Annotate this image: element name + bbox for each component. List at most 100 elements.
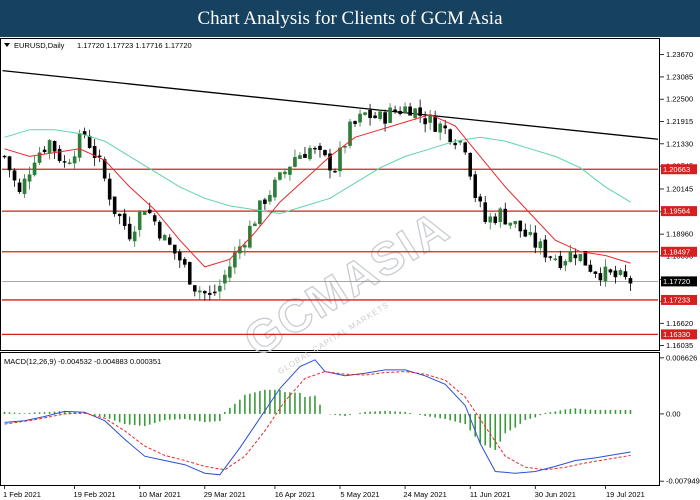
candle-body bbox=[353, 121, 357, 124]
candle-body bbox=[97, 155, 102, 157]
candle-body bbox=[228, 266, 232, 278]
ma-slow-line bbox=[4, 129, 631, 215]
candle-body bbox=[513, 220, 518, 225]
macd-axis-tick: -0.007949 bbox=[666, 477, 700, 486]
x-axis-tick: 5 May 2021 bbox=[340, 490, 379, 499]
candle-body bbox=[17, 182, 22, 192]
candle-body bbox=[533, 232, 538, 248]
candle-body bbox=[518, 220, 523, 232]
candle-body bbox=[198, 290, 202, 293]
candle-body bbox=[628, 278, 633, 284]
candle-body bbox=[57, 148, 62, 162]
candle-body bbox=[117, 213, 122, 217]
candle-body bbox=[52, 140, 57, 152]
macd-axis-tick: 0.006626 bbox=[666, 353, 697, 362]
level-price-label: 1.17233 bbox=[663, 296, 690, 305]
candle-body bbox=[223, 274, 227, 284]
candle-body bbox=[218, 285, 222, 292]
candle-body bbox=[528, 232, 533, 235]
candle-body bbox=[258, 200, 262, 224]
candle-body bbox=[208, 292, 212, 295]
candle-body bbox=[72, 156, 77, 164]
candle-body bbox=[37, 152, 42, 163]
candle-body bbox=[408, 106, 412, 116]
chart-banner-title: Chart Analysis for Clients of GCM Asia bbox=[0, 0, 700, 37]
level-price-tag bbox=[661, 294, 697, 305]
macd-axis-tick: 0.00 bbox=[666, 409, 681, 418]
candle-body bbox=[343, 146, 347, 148]
candle-body bbox=[358, 113, 362, 123]
candle-body bbox=[293, 156, 297, 167]
candle-body bbox=[102, 159, 107, 179]
macd-signal-line bbox=[4, 371, 631, 471]
candle-body bbox=[478, 196, 483, 202]
price-layer bbox=[2, 69, 659, 336]
current-price-tag bbox=[661, 276, 697, 287]
candle-body bbox=[443, 125, 447, 129]
candle-body bbox=[177, 251, 182, 261]
x-axis-tick: 30 Jun 2021 bbox=[535, 490, 576, 499]
candle-body bbox=[147, 209, 152, 214]
chart-canvas: GCMASIA GLOBAL CAPITAL MARKETS 1.236701.… bbox=[0, 38, 700, 499]
candle-body bbox=[618, 270, 623, 275]
candle-body bbox=[47, 140, 52, 154]
candle-body bbox=[243, 245, 247, 248]
candle-body bbox=[413, 108, 417, 118]
candle-body bbox=[448, 129, 452, 143]
level-price-label: 1.19564 bbox=[663, 207, 690, 216]
candle-body bbox=[27, 174, 32, 182]
candle-body bbox=[167, 237, 172, 245]
candle-body bbox=[152, 215, 157, 222]
macd-label: MACD(12,26,9) -0.004532 -0.004883 0.0003… bbox=[4, 357, 161, 366]
x-axis-tick: 19 Feb 2021 bbox=[74, 490, 116, 499]
level-price-label: 1.16330 bbox=[663, 330, 690, 339]
candle-body bbox=[588, 264, 593, 272]
candle-body bbox=[523, 229, 528, 237]
current-price-label: 1.17720 bbox=[663, 277, 690, 286]
candle-body bbox=[608, 269, 613, 273]
dropdown-triangle-icon[interactable] bbox=[4, 43, 10, 47]
candle-body bbox=[503, 208, 508, 225]
x-axis-tick: 10 Mar 2021 bbox=[139, 490, 181, 499]
candle-body bbox=[328, 153, 332, 171]
x-axis-tick: 11 Jun 2021 bbox=[470, 490, 511, 499]
candle-body bbox=[268, 195, 272, 202]
candle-body bbox=[112, 196, 117, 214]
candle-body bbox=[62, 161, 67, 163]
candle-body bbox=[157, 221, 162, 239]
candle-body bbox=[483, 202, 488, 222]
candle-body bbox=[473, 174, 478, 198]
candle-body bbox=[142, 211, 147, 215]
candle-body bbox=[122, 213, 127, 226]
candle-body bbox=[192, 285, 197, 292]
candle-body bbox=[333, 170, 337, 173]
candle-body bbox=[418, 107, 422, 116]
candle-body bbox=[383, 112, 387, 124]
candle-body bbox=[323, 150, 327, 156]
candle-body bbox=[137, 211, 142, 230]
candle-body bbox=[308, 147, 312, 160]
candle-body bbox=[132, 231, 137, 242]
level-price-tag bbox=[661, 246, 697, 257]
candle-body bbox=[12, 170, 17, 181]
level-price-tag bbox=[661, 206, 697, 217]
candle-body bbox=[213, 291, 217, 294]
price-axis-tick: 1.21915 bbox=[666, 117, 693, 126]
level-price-tag bbox=[661, 329, 697, 340]
x-axis-tick: 24 May 2021 bbox=[403, 490, 446, 499]
candle-body bbox=[613, 270, 618, 278]
price-axis-tick: 1.23085 bbox=[666, 72, 693, 81]
candle-body bbox=[558, 255, 563, 269]
candle-body bbox=[368, 109, 372, 119]
level-price-label: 1.20663 bbox=[663, 165, 690, 174]
candle-body bbox=[388, 107, 392, 123]
candle-body bbox=[498, 208, 503, 222]
candle-body bbox=[67, 162, 72, 165]
candle-body bbox=[92, 146, 97, 158]
candle-body bbox=[42, 149, 47, 153]
x-axis-tick: 1 Feb 2021 bbox=[3, 490, 41, 499]
candle-body bbox=[172, 244, 177, 254]
candle-body bbox=[538, 241, 543, 249]
candle-body bbox=[318, 145, 322, 150]
trendline bbox=[2, 69, 659, 140]
